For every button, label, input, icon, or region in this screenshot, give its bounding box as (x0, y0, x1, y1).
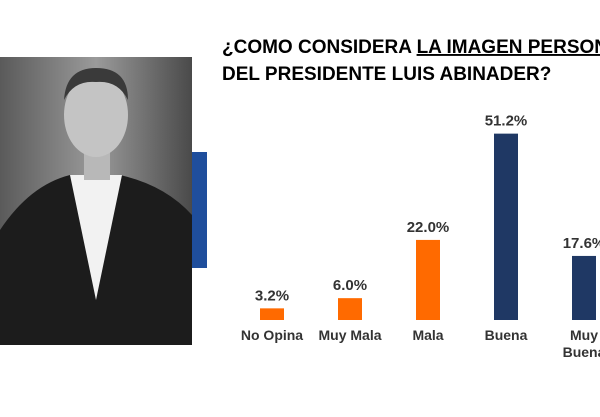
x-tick-label: Mala (412, 327, 443, 343)
value-label: 51.2% (485, 113, 528, 130)
bar (572, 255, 596, 320)
x-tick-label: Muy Mala (318, 327, 381, 343)
value-label: 3.2% (255, 287, 289, 304)
bar (338, 298, 362, 320)
bar (260, 308, 284, 320)
x-tick-label: MuyBuena (563, 327, 600, 360)
chart-title-line2: DEL PRESIDENTE LUIS ABINADER? (222, 64, 551, 85)
plot: 3.2% No Opina 6.0% Muy Mala 22.0% Mala 51.2% Bu… (241, 113, 600, 360)
title-prefix: ¿COMO CONSIDERA (222, 37, 412, 58)
value-label: 17.6% (563, 235, 600, 252)
photo (0, 57, 192, 345)
chart-title: ¿COMO CONSIDERA LA IMAGEN PERSONAL (222, 37, 600, 58)
accent-bar (192, 152, 207, 268)
value-label: 22.0% (407, 219, 450, 236)
value-label: 6.0% (333, 277, 367, 294)
bar (416, 239, 440, 320)
bar (494, 133, 518, 320)
x-tick-label: Buena (485, 327, 528, 343)
x-tick-label: No Opina (241, 327, 303, 343)
title-underlined: LA IMAGEN PERSONAL (417, 37, 600, 58)
